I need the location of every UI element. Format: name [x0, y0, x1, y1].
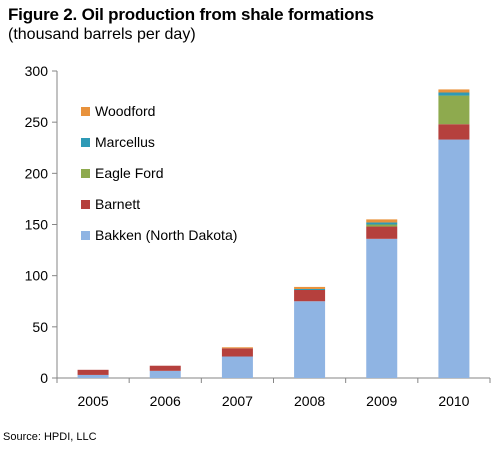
- bar-segment-barnett-2009: [366, 226, 398, 239]
- y-tick-label: 50: [32, 319, 48, 335]
- x-tick-label: 2006: [150, 393, 181, 409]
- bar-segment-marcellus-2009: [366, 222, 398, 225]
- source-note: Source: HPDI, LLC: [3, 431, 97, 443]
- bar-segment-barnett-2010: [438, 124, 470, 140]
- legend-swatch: [81, 169, 90, 178]
- bar-segment-barnett-2005: [77, 369, 109, 375]
- bar-segment-woodford-2007: [221, 347, 253, 349]
- legend: Woodford Marcellus Eagle Ford Barnett Bakken…: [81, 103, 237, 243]
- bar-segment-eagle-2010: [438, 95, 470, 125]
- bar-segment-marcellus-2008: [294, 288, 326, 290]
- y-tick-label: 300: [25, 63, 49, 79]
- bar-segment-bakken-2010: [438, 139, 470, 378]
- x-tick-label: 2008: [294, 393, 325, 409]
- legend-swatch: [81, 200, 90, 209]
- x-tick-label: 2010: [438, 393, 469, 409]
- chart-subtitle: (thousand barrels per day): [8, 26, 196, 43]
- bar-segment-woodford-2010: [438, 89, 470, 93]
- legend-swatch: [81, 231, 90, 240]
- legend-label: Marcellus: [95, 134, 155, 150]
- bar-segment-barnett-2007: [221, 348, 253, 357]
- legend-swatch: [81, 107, 90, 116]
- bar-segment-barnett-2006: [149, 365, 181, 371]
- legend-label: Bakken (North Dakota): [95, 227, 237, 243]
- bar-segment-woodford-2008: [294, 286, 326, 289]
- bars: [77, 89, 470, 378]
- bar-segment-woodford-2009: [366, 219, 398, 223]
- x-tick-label: 2007: [222, 393, 253, 409]
- bar-segment-marcellus-2010: [438, 92, 470, 96]
- axes: 0 50 100 150 200 250 300 2005 2006 2007 2008 2009 20…: [25, 63, 491, 409]
- legend-label: Woodford: [95, 103, 155, 119]
- x-tick-label: 2005: [78, 393, 109, 409]
- bar-segment-barnett-2008: [294, 289, 326, 302]
- x-tick-label: 2009: [366, 393, 397, 409]
- bar-segment-bakken-2008: [294, 301, 326, 378]
- y-tick-label: 250: [25, 114, 49, 130]
- bar-segment-bakken-2005: [77, 374, 109, 378]
- bar-segment-bakken-2006: [149, 370, 181, 378]
- bar-segment-bakken-2009: [366, 238, 398, 378]
- legend-label: Eagle Ford: [95, 165, 163, 181]
- legend-label: Barnett: [95, 196, 140, 212]
- y-tick-label: 200: [25, 165, 49, 181]
- chart-title: Figure 2. Oil production from shale form…: [8, 5, 374, 24]
- bar-segment-bakken-2007: [221, 356, 253, 378]
- bar-segment-eagle-2009: [366, 224, 398, 227]
- y-tick-label: 150: [25, 217, 49, 233]
- y-tick-label: 0: [40, 370, 48, 386]
- legend-swatch: [81, 138, 90, 147]
- y-tick-label: 100: [25, 268, 49, 284]
